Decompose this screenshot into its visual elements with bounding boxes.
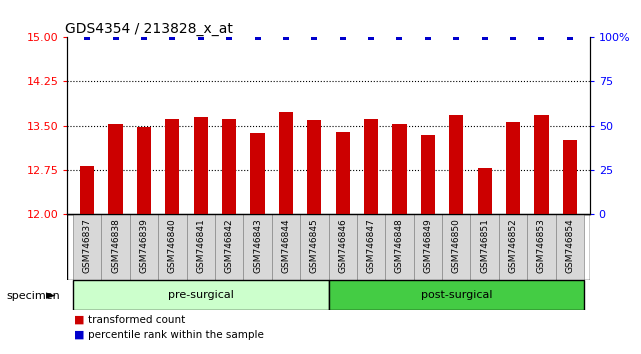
Text: GSM746851: GSM746851 <box>480 218 489 273</box>
Bar <box>222 119 237 214</box>
Text: GSM746840: GSM746840 <box>168 218 177 273</box>
Text: GSM746850: GSM746850 <box>452 218 461 273</box>
Bar <box>165 119 179 214</box>
Bar <box>535 115 549 214</box>
Bar <box>328 214 357 280</box>
Bar <box>442 214 470 280</box>
Text: pre-surgical: pre-surgical <box>168 290 234 300</box>
Point <box>281 34 291 40</box>
Text: GSM746837: GSM746837 <box>83 218 92 273</box>
Text: GSM746839: GSM746839 <box>140 218 149 273</box>
Point <box>224 34 234 40</box>
Bar <box>80 166 94 214</box>
Bar <box>300 214 328 280</box>
Bar <box>129 214 158 280</box>
Bar <box>73 280 328 310</box>
Point <box>167 34 178 40</box>
Text: GDS4354 / 213828_x_at: GDS4354 / 213828_x_at <box>65 22 233 36</box>
Bar <box>137 127 151 214</box>
Bar <box>470 214 499 280</box>
Bar <box>392 124 406 214</box>
Text: GSM746845: GSM746845 <box>310 218 319 273</box>
Text: GSM746844: GSM746844 <box>281 218 290 273</box>
Text: GSM746846: GSM746846 <box>338 218 347 273</box>
Bar <box>556 214 584 280</box>
Text: transformed count: transformed count <box>88 315 185 325</box>
Text: GSM746838: GSM746838 <box>111 218 120 273</box>
Text: specimen: specimen <box>6 291 60 301</box>
Point <box>423 34 433 40</box>
Point <box>196 34 206 40</box>
Text: ■: ■ <box>74 330 84 340</box>
Point <box>338 34 348 40</box>
Point <box>394 34 404 40</box>
Bar <box>101 214 129 280</box>
Text: GSM746848: GSM746848 <box>395 218 404 273</box>
Text: GSM746849: GSM746849 <box>424 218 433 273</box>
Bar <box>449 115 463 214</box>
Bar <box>73 214 101 280</box>
Point <box>82 34 92 40</box>
Bar <box>385 214 413 280</box>
Bar <box>563 140 577 214</box>
Text: GSM746841: GSM746841 <box>196 218 205 273</box>
Text: GSM746854: GSM746854 <box>565 218 574 273</box>
Bar <box>279 112 293 214</box>
Bar <box>194 118 208 214</box>
Text: GSM746852: GSM746852 <box>508 218 517 273</box>
Point <box>537 34 547 40</box>
Point <box>309 34 319 40</box>
Bar <box>158 214 187 280</box>
Point <box>479 34 490 40</box>
Bar <box>108 124 122 214</box>
Bar <box>364 119 378 214</box>
Point <box>565 34 575 40</box>
Point <box>366 34 376 40</box>
Point <box>508 34 518 40</box>
Text: ►: ► <box>46 289 56 302</box>
Text: GSM746842: GSM746842 <box>224 218 233 273</box>
Text: GSM746853: GSM746853 <box>537 218 546 273</box>
Bar <box>215 214 244 280</box>
Text: percentile rank within the sample: percentile rank within the sample <box>88 330 263 340</box>
Text: ■: ■ <box>74 315 84 325</box>
Text: GSM746847: GSM746847 <box>367 218 376 273</box>
Bar <box>336 132 350 214</box>
Point <box>253 34 263 40</box>
Bar <box>478 168 492 214</box>
Text: GSM746843: GSM746843 <box>253 218 262 273</box>
Bar <box>413 214 442 280</box>
Bar <box>357 214 385 280</box>
Bar <box>420 135 435 214</box>
Bar <box>244 214 272 280</box>
Point <box>451 34 462 40</box>
Bar <box>499 214 528 280</box>
Bar <box>307 120 321 214</box>
Bar <box>187 214 215 280</box>
Point <box>110 34 121 40</box>
Bar <box>272 214 300 280</box>
Point <box>139 34 149 40</box>
Text: post-surgical: post-surgical <box>420 290 492 300</box>
Bar <box>506 121 520 214</box>
Bar <box>528 214 556 280</box>
Bar <box>251 133 265 214</box>
Bar <box>328 280 584 310</box>
